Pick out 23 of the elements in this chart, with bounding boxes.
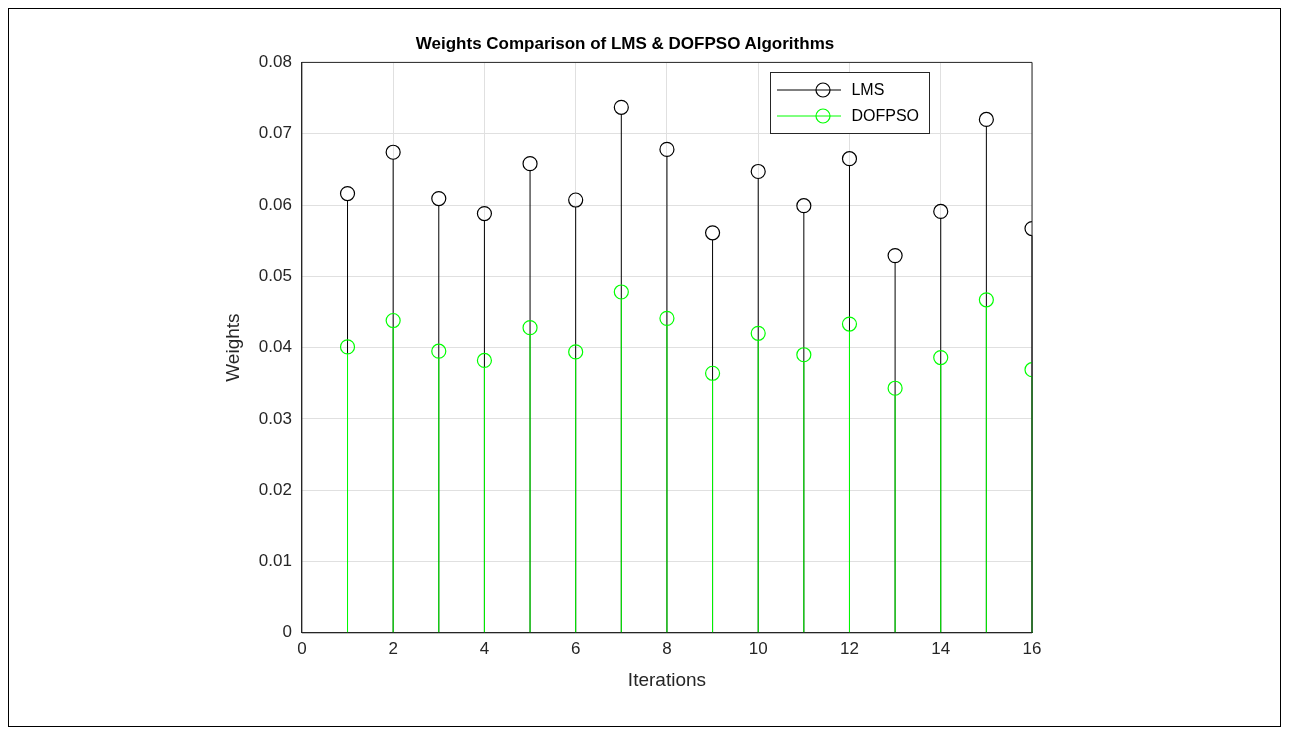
x-axis-title: Iterations	[627, 668, 707, 690]
legend-label: DOFPSO	[851, 107, 919, 126]
y-tick-label: 0	[282, 622, 292, 642]
x-tick-label: 12	[840, 638, 859, 658]
y-tick-label: 0.04	[258, 337, 292, 357]
y-tick-label: 0.07	[258, 123, 292, 143]
x-tick-label: 4	[479, 638, 490, 658]
x-tick-label: 10	[748, 638, 768, 658]
y-tick-label: 0.01	[258, 551, 292, 571]
y-tick-label: 0.06	[258, 194, 292, 214]
x-tick-label: 2	[388, 638, 398, 658]
y-tick-label: 0.02	[258, 479, 292, 499]
y-tick-label: 0.08	[258, 52, 292, 72]
chart-title: Weights Comparison of LMS & DOFPSO Algorithms	[415, 33, 835, 53]
x-tick-label: 6	[570, 638, 581, 658]
x-tick-label: 8	[662, 638, 672, 658]
x-tick-label: 14	[931, 638, 951, 658]
legend-label: LMS	[851, 81, 885, 100]
y-tick-label: 0.03	[258, 408, 292, 428]
y-tick-label: 0.05	[258, 265, 292, 285]
x-tick-label: 16	[1022, 638, 1042, 658]
y-axis-title: Weights	[221, 313, 243, 382]
x-tick-label: 0	[297, 638, 307, 658]
